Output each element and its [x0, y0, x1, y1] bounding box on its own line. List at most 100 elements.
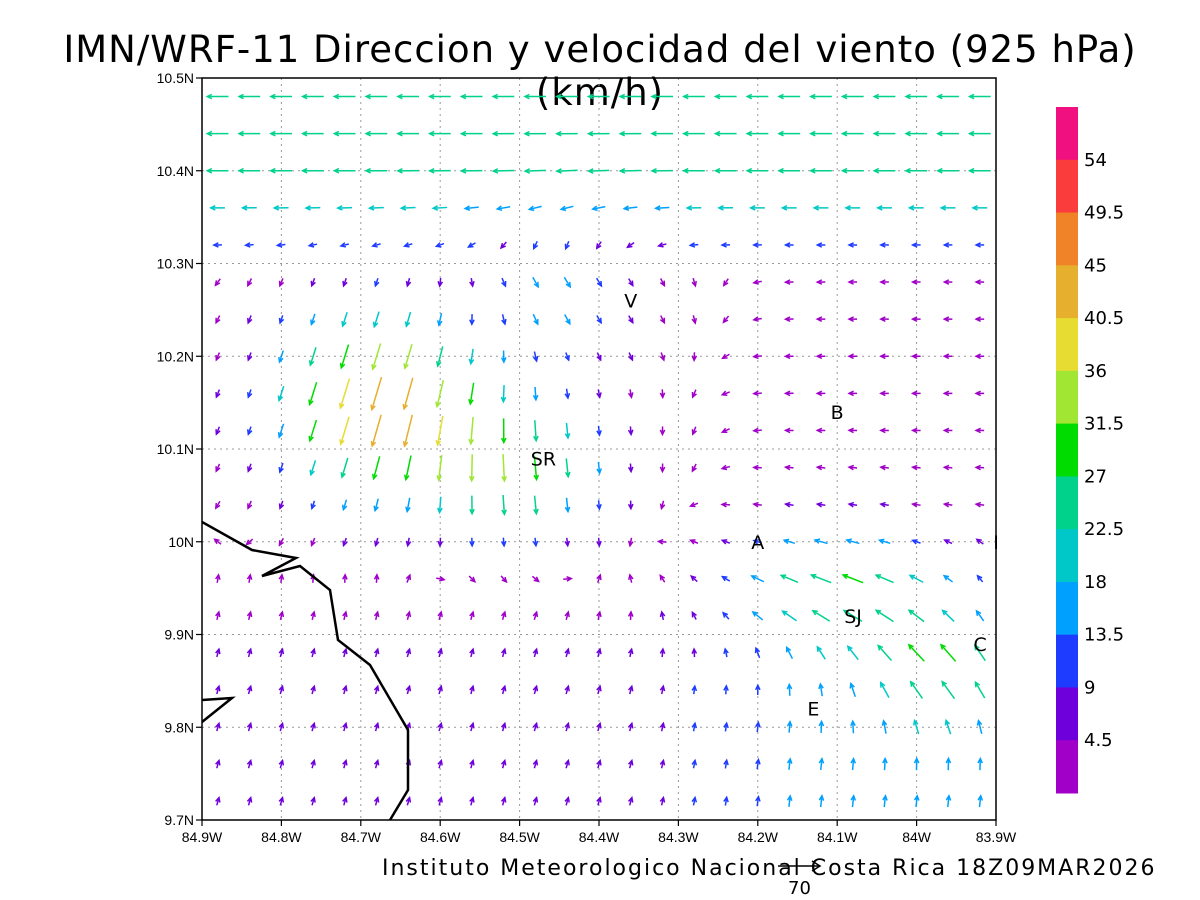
wind-vector	[942, 574, 954, 583]
wind-vector	[564, 537, 571, 548]
wind-vector	[783, 316, 794, 322]
wind-vector	[713, 93, 737, 100]
wind-vector	[300, 167, 324, 174]
wind-vector	[564, 458, 571, 479]
wind-vector	[844, 204, 861, 211]
wind-vector	[976, 574, 984, 583]
wind-vector	[532, 351, 539, 363]
colorbar-swatch	[1056, 476, 1078, 530]
wind-vector	[942, 464, 953, 471]
wind-vector	[240, 205, 257, 211]
wind-vector	[532, 537, 539, 548]
wind-vector	[500, 758, 507, 769]
x-tick-label: 84.8W	[261, 829, 302, 845]
wind-vector	[627, 463, 634, 474]
wind-vector	[532, 313, 539, 326]
wind-vector	[500, 575, 508, 584]
wind-vector	[975, 538, 984, 545]
wind-vector	[659, 315, 666, 325]
wind-vector	[373, 573, 380, 583]
wind-vector	[342, 573, 348, 583]
wind-vector	[564, 240, 570, 251]
wind-vector	[586, 168, 610, 174]
wind-vector	[596, 500, 602, 511]
wind-vector	[908, 574, 924, 583]
wind-vector	[499, 241, 507, 250]
wind-vector	[237, 93, 261, 100]
wind-vector	[437, 610, 443, 621]
wind-vector	[269, 167, 292, 174]
wind-vector	[437, 721, 443, 732]
wind-vector	[372, 311, 380, 329]
wind-vector	[628, 352, 634, 362]
wind-vector	[275, 242, 286, 248]
wind-vector	[627, 500, 634, 511]
wind-vector	[563, 576, 573, 582]
wind-vector	[215, 389, 221, 399]
wind-vector	[215, 426, 221, 436]
wind-vector	[491, 93, 515, 100]
wind-vector	[720, 427, 730, 433]
wind-vector	[427, 93, 451, 100]
wind-vector	[691, 647, 698, 658]
wind-vector	[723, 684, 729, 695]
wind-vector	[720, 390, 731, 396]
wind-vector	[596, 315, 602, 325]
place-label: B	[831, 402, 844, 424]
wind-vector	[783, 464, 794, 471]
wind-vector	[437, 277, 444, 288]
wind-vector	[596, 684, 602, 695]
wind-vector	[974, 464, 985, 471]
wind-vector	[691, 389, 697, 399]
colorbar-label: 13.5	[1084, 625, 1124, 646]
wind-vector	[205, 167, 229, 174]
wind-vector	[463, 205, 479, 211]
wind-vector	[975, 609, 985, 622]
wind-vector	[243, 242, 254, 248]
wind-vector	[691, 277, 697, 288]
wind-vector	[373, 721, 380, 732]
wind-vector	[783, 501, 794, 508]
wind-vector	[936, 93, 959, 100]
wind-vector	[689, 575, 698, 583]
wind-vector	[745, 130, 769, 137]
x-tick-label: 84.9W	[182, 829, 223, 845]
wind-vector	[874, 574, 894, 584]
wind-vector	[786, 794, 793, 807]
wind-vector	[246, 795, 253, 806]
wind-vector	[945, 794, 952, 808]
colorbar-label: 49.5	[1084, 203, 1124, 224]
wind-vector	[627, 610, 634, 620]
wind-vector	[976, 718, 983, 735]
wind-vector	[532, 276, 539, 289]
wind-vector	[342, 795, 348, 806]
wind-vector	[278, 350, 284, 364]
wind-vector	[849, 681, 856, 697]
wind-vector	[495, 205, 511, 212]
wind-vector	[246, 647, 253, 658]
wind-vector	[755, 720, 761, 733]
wind-vector	[532, 721, 539, 732]
wind-vector	[974, 501, 985, 508]
colorbar-swatch	[1056, 740, 1078, 794]
y-axis: 10.5N 10.4N 10.3N 10.2N 10.1N 10N 9.9N 9.8N 9.7N	[157, 70, 202, 828]
wind-vector	[373, 610, 380, 621]
wind-vector	[437, 647, 443, 658]
wind-vector	[437, 496, 443, 515]
wind-vector	[723, 758, 729, 769]
wind-vector	[942, 316, 953, 323]
wind-vector	[881, 719, 888, 734]
wind-vector	[278, 462, 284, 474]
wind-vector	[720, 575, 731, 582]
wind-vector	[339, 416, 350, 446]
wind-vector	[783, 279, 794, 285]
wind-vector	[468, 348, 475, 366]
wind-vector	[720, 242, 731, 248]
wind-vector	[752, 427, 762, 434]
wind-vector	[405, 647, 412, 658]
wind-vector	[595, 241, 602, 250]
wind-vector	[850, 719, 856, 734]
wind-vector	[278, 721, 285, 732]
wind-vector	[941, 680, 956, 700]
